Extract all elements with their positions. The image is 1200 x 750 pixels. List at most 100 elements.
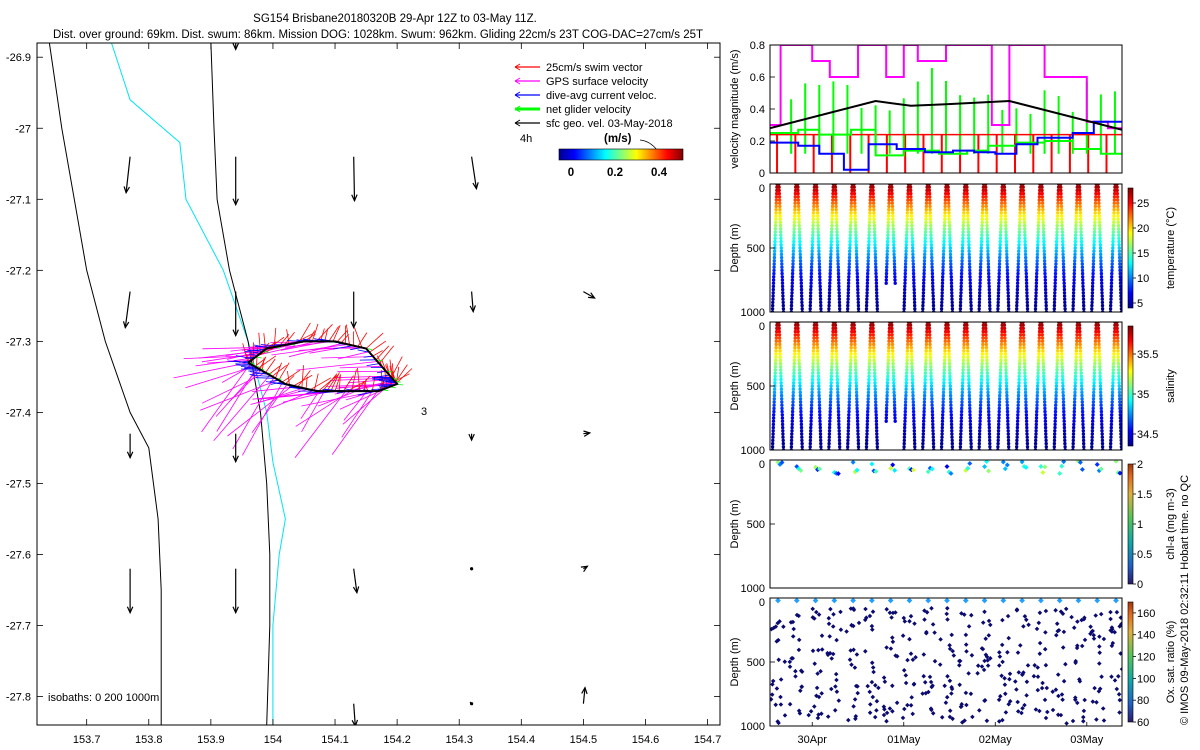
section-sample — [771, 284, 776, 289]
section-sample — [940, 429, 944, 433]
section-sample — [848, 239, 852, 244]
oxygen-sample — [851, 606, 856, 611]
depth-tick-label: 1000 — [741, 445, 765, 457]
section-sample — [1061, 393, 1066, 398]
section-sample — [928, 358, 933, 363]
section-sample — [1042, 397, 1047, 401]
section-sample — [886, 223, 890, 228]
section-sample — [940, 281, 945, 285]
section-sample — [791, 390, 795, 395]
section-sample — [1037, 204, 1041, 209]
section-sample — [1117, 243, 1121, 247]
gps-velocity-vector — [252, 390, 336, 400]
section-sample — [887, 336, 891, 340]
section-sample — [835, 384, 840, 388]
section-sample — [1116, 204, 1120, 209]
section-sample — [978, 275, 982, 279]
section-sample — [855, 275, 860, 279]
section-sample — [927, 329, 932, 334]
chl-sample — [869, 461, 875, 467]
section-sample — [871, 201, 876, 205]
section-sample — [872, 230, 877, 234]
section-sample — [872, 368, 877, 372]
section-sample — [1080, 255, 1084, 260]
section-sample — [1097, 217, 1102, 221]
chl-sample — [982, 464, 988, 470]
section-sample — [925, 333, 929, 337]
section-sample — [815, 345, 820, 350]
section-sample — [867, 223, 872, 228]
section-sample — [873, 255, 878, 260]
section-sample — [948, 390, 953, 395]
section-sample — [950, 300, 954, 305]
section-sample — [1100, 441, 1105, 446]
section-sample — [910, 371, 914, 375]
section-sample — [981, 345, 985, 350]
section-sample — [1081, 297, 1086, 301]
swim-vector — [316, 324, 333, 342]
section-sample — [1111, 384, 1115, 388]
section-sample — [853, 349, 857, 353]
section-sample — [771, 416, 776, 420]
section-sample — [903, 413, 907, 417]
section-sample — [836, 403, 840, 407]
section-sample — [798, 239, 802, 244]
section-sample — [789, 307, 794, 311]
section-sample — [1091, 271, 1095, 276]
section-sample — [946, 326, 950, 331]
section-sample — [1079, 217, 1083, 221]
section-sample — [1098, 387, 1103, 391]
section-sample — [1091, 419, 1095, 423]
section-sample — [1055, 220, 1060, 225]
section-sample — [965, 201, 970, 205]
section-sample — [1055, 368, 1059, 372]
section-sample — [1055, 223, 1059, 228]
section-sample — [1082, 445, 1086, 449]
chl-sample — [779, 460, 785, 465]
section-sample — [1074, 345, 1079, 350]
section-sample — [1061, 252, 1065, 257]
section-sample — [828, 265, 833, 269]
section-sample — [947, 352, 951, 356]
section-sample — [1025, 425, 1029, 430]
section-sample — [1119, 432, 1122, 436]
section-sample — [1034, 297, 1038, 301]
section-sample — [949, 409, 953, 414]
section-sample — [930, 275, 935, 279]
section-sample — [1034, 419, 1039, 423]
section-sample — [958, 445, 963, 449]
section-sample — [1018, 345, 1022, 350]
current-vector — [249, 372, 266, 375]
swim-vector — [311, 323, 319, 342]
section-sample — [961, 361, 965, 366]
section-sample — [1055, 233, 1059, 237]
section-sample — [773, 358, 778, 363]
section-sample — [949, 271, 953, 276]
section-sample — [779, 393, 784, 398]
section-sample — [949, 397, 953, 401]
section-sample — [774, 345, 778, 350]
section-sample — [797, 368, 802, 372]
section-sample — [836, 413, 841, 417]
section-sample — [1110, 271, 1114, 276]
oxygen-sample — [778, 694, 783, 700]
chl-sample — [1094, 461, 1100, 467]
section-sample — [849, 358, 853, 363]
section-sample — [1074, 361, 1078, 366]
section-sample — [777, 195, 782, 199]
section-sample — [827, 291, 832, 295]
section-sample — [986, 403, 991, 407]
section-sample — [1005, 403, 1009, 407]
section-sample — [946, 188, 950, 193]
section-sample — [1119, 294, 1122, 298]
section-sample — [792, 239, 796, 244]
section-sample — [1112, 201, 1117, 205]
section-sample — [911, 249, 915, 253]
section-sample — [979, 397, 983, 401]
section-sample — [856, 429, 860, 433]
section-sample — [1023, 252, 1028, 257]
section-sample — [1079, 227, 1083, 231]
section-sample — [836, 259, 840, 263]
section-sample — [792, 233, 796, 237]
section-sample — [930, 390, 934, 395]
